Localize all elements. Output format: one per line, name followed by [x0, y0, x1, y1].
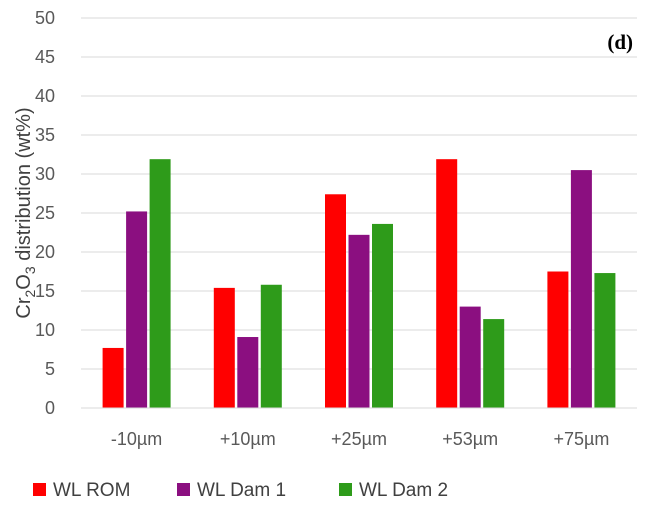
bar-wl-dam-2-2 — [372, 223, 393, 408]
panel-label: (d) — [607, 30, 633, 54]
y-tick-label: 0 — [45, 398, 55, 418]
y-tick-label: 15 — [35, 281, 55, 301]
bar-wl-rom-4 — [547, 271, 569, 408]
legend-item: WL Dam 1 — [177, 480, 286, 501]
x-axis-ticks: -10µm +10µm +25µm +53µm +75µm — [111, 429, 609, 449]
legend: WL ROM WL Dam 1 WL Dam 2 — [33, 480, 448, 501]
y-tick-label: 40 — [35, 86, 55, 106]
y-tick-label: 10 — [35, 320, 55, 340]
legend-swatch — [177, 483, 190, 496]
legend-item: WL Dam 2 — [339, 480, 448, 501]
x-tick-label: +25µm — [331, 429, 387, 449]
bar-wl-rom-3 — [436, 159, 458, 408]
bar-wl-rom-0 — [102, 347, 124, 408]
bar-wl-dam-1-3 — [459, 306, 481, 408]
legend-swatch — [339, 483, 352, 496]
y-tick-label: 45 — [35, 47, 55, 67]
y-tick-label: 50 — [35, 8, 55, 28]
bar-wl-dam-2-0 — [149, 159, 171, 408]
x-tick-label: +75µm — [553, 429, 609, 449]
bar-wl-dam-1-2 — [348, 234, 370, 408]
x-tick-label: -10µm — [111, 429, 162, 449]
legend-item: WL ROM — [33, 480, 130, 501]
y-tick-label: 20 — [35, 242, 55, 262]
x-tick-label: +10µm — [220, 429, 276, 449]
y-axis-ticks: 0 5 10 15 20 25 30 35 40 45 50 — [35, 8, 55, 418]
bar-wl-dam-1-0 — [126, 211, 148, 408]
legend-label: WL ROM — [53, 480, 130, 501]
bars — [102, 159, 616, 408]
y-tick-label: 5 — [45, 359, 55, 379]
y-tick-label: 35 — [35, 125, 55, 145]
legend-swatch — [33, 483, 46, 496]
legend-label: WL Dam 2 — [359, 480, 448, 501]
bar-wl-rom-2 — [325, 194, 346, 408]
bar-wl-dam-2-3 — [483, 319, 505, 408]
y-tick-label: 25 — [35, 203, 55, 223]
bar-wl-dam-1-4 — [570, 170, 592, 408]
y-axis-label: Cr2O3 distribution (wt%) — [13, 107, 38, 318]
legend-label: WL Dam 1 — [197, 480, 286, 501]
y-tick-label: 30 — [35, 164, 55, 184]
bar-wl-dam-2-4 — [594, 273, 616, 408]
bar-wl-dam-1-1 — [237, 337, 259, 408]
bar-wl-rom-1 — [213, 287, 235, 408]
bar-wl-dam-2-1 — [260, 284, 282, 408]
gridlines — [81, 17, 637, 370]
x-tick-label: +53µm — [442, 429, 498, 449]
